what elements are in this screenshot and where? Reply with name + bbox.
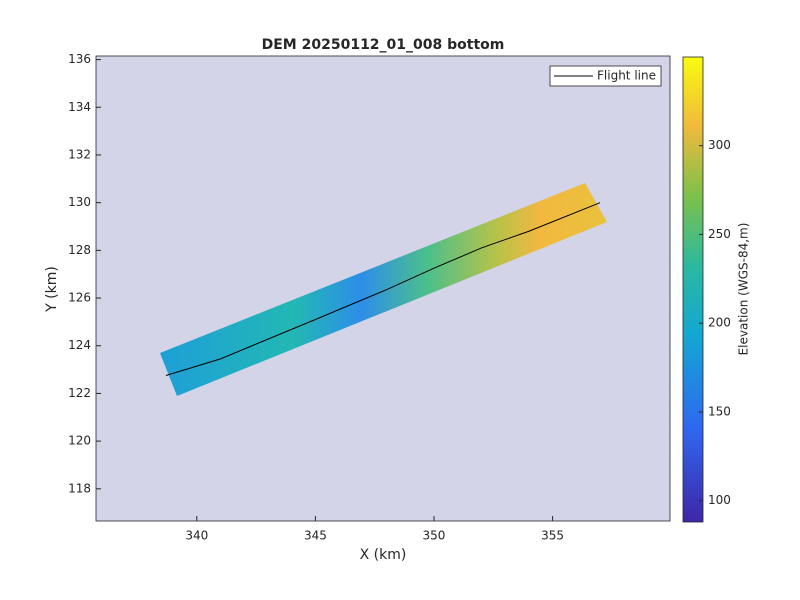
y-tick-label: 134 [68,100,91,114]
y-tick-label: 120 [68,434,91,448]
y-tick-label: 126 [68,291,91,305]
x-tick-label: 340 [185,529,208,543]
legend-entry: Flight line [597,69,656,83]
dem-swath [160,183,607,396]
y-tick-label: 130 [68,195,91,209]
x-tick-label: 345 [304,529,327,543]
x-tick-label: 350 [423,529,446,543]
colorbar-tick-label: 300 [708,138,731,152]
y-tick-label: 136 [68,52,91,66]
y-tick-label: 124 [68,338,91,352]
y-tick-label: 118 [68,481,91,495]
x-tick-label: 355 [541,529,564,543]
colorbar-tick-label: 150 [708,404,731,418]
y-axis-label: Y (km) [44,266,60,313]
legend-box [549,65,662,87]
colorbar-tick-label: 100 [708,493,731,507]
flight-line [165,202,601,377]
colorbar-tick-label: 200 [708,316,731,330]
y-tick-label: 122 [68,386,91,400]
colorbar [682,56,704,523]
y-tick-label: 132 [68,147,91,161]
colorbar-tick-label: 250 [708,227,731,241]
plot-frame [95,55,671,522]
legend: Flight line [549,65,662,87]
x-axis-label: X (km) [360,547,407,563]
chart-title: DEM 20250112_01_008 bottom [262,37,505,53]
colorbar-label: Elevation (WGS-84,m) [737,223,751,356]
y-tick-label: 128 [68,243,91,257]
